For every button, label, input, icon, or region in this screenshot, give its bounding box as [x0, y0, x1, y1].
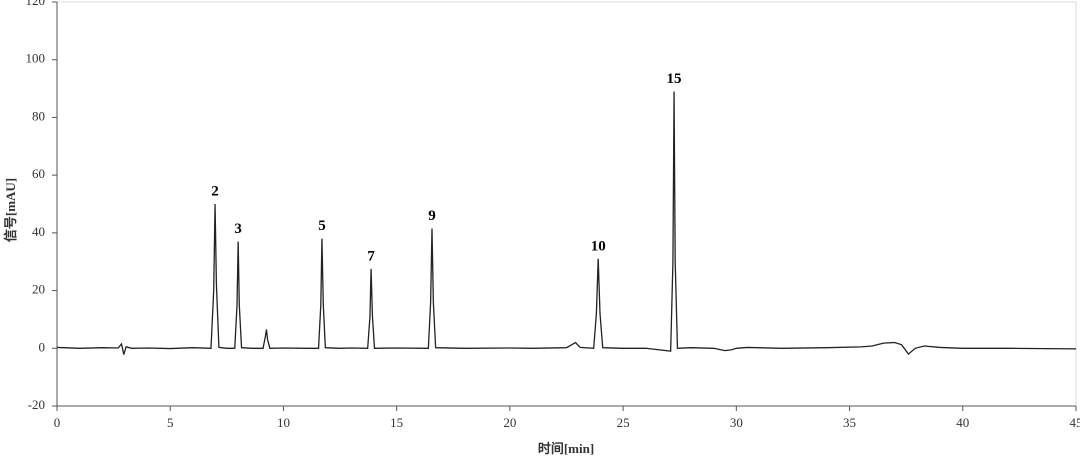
peak-label: 7: [367, 248, 375, 264]
y-tick-label: 40: [32, 224, 45, 239]
peak-label: 9: [428, 208, 436, 224]
plot-frame: [56, 1, 1077, 407]
x-tick-label: 5: [167, 415, 174, 430]
x-tick-label: 25: [617, 415, 630, 430]
y-tick-label: 0: [39, 339, 46, 354]
peak-label: 2: [211, 183, 219, 199]
y-tick-label: -20: [28, 397, 45, 412]
x-tick-label: 10: [277, 415, 290, 430]
x-tick-label: 0: [54, 415, 61, 430]
y-tick-label: 120: [26, 0, 46, 8]
y-tick-label: 60: [32, 166, 45, 181]
x-tick-label: 35: [843, 415, 856, 430]
signal-line: [56, 91, 1077, 356]
peak-label: 10: [591, 238, 606, 254]
x-tick-label: 45: [1070, 415, 1080, 430]
x-axis-label: 时间[min]: [538, 441, 594, 456]
peak-label: 15: [667, 71, 682, 87]
x-tick-label: 15: [390, 415, 403, 430]
y-tick-label: 20: [32, 282, 45, 297]
peak-label: 3: [234, 221, 242, 237]
x-tick-label: 40: [956, 415, 969, 430]
x-tick-label: 20: [503, 415, 516, 430]
peak-label: 5: [318, 218, 326, 234]
y-tick-label: 100: [26, 51, 46, 66]
y-tick-label: 80: [32, 108, 45, 123]
y-axis-label: 信号[mAU]: [3, 178, 18, 242]
x-tick-label: 30: [730, 415, 743, 430]
